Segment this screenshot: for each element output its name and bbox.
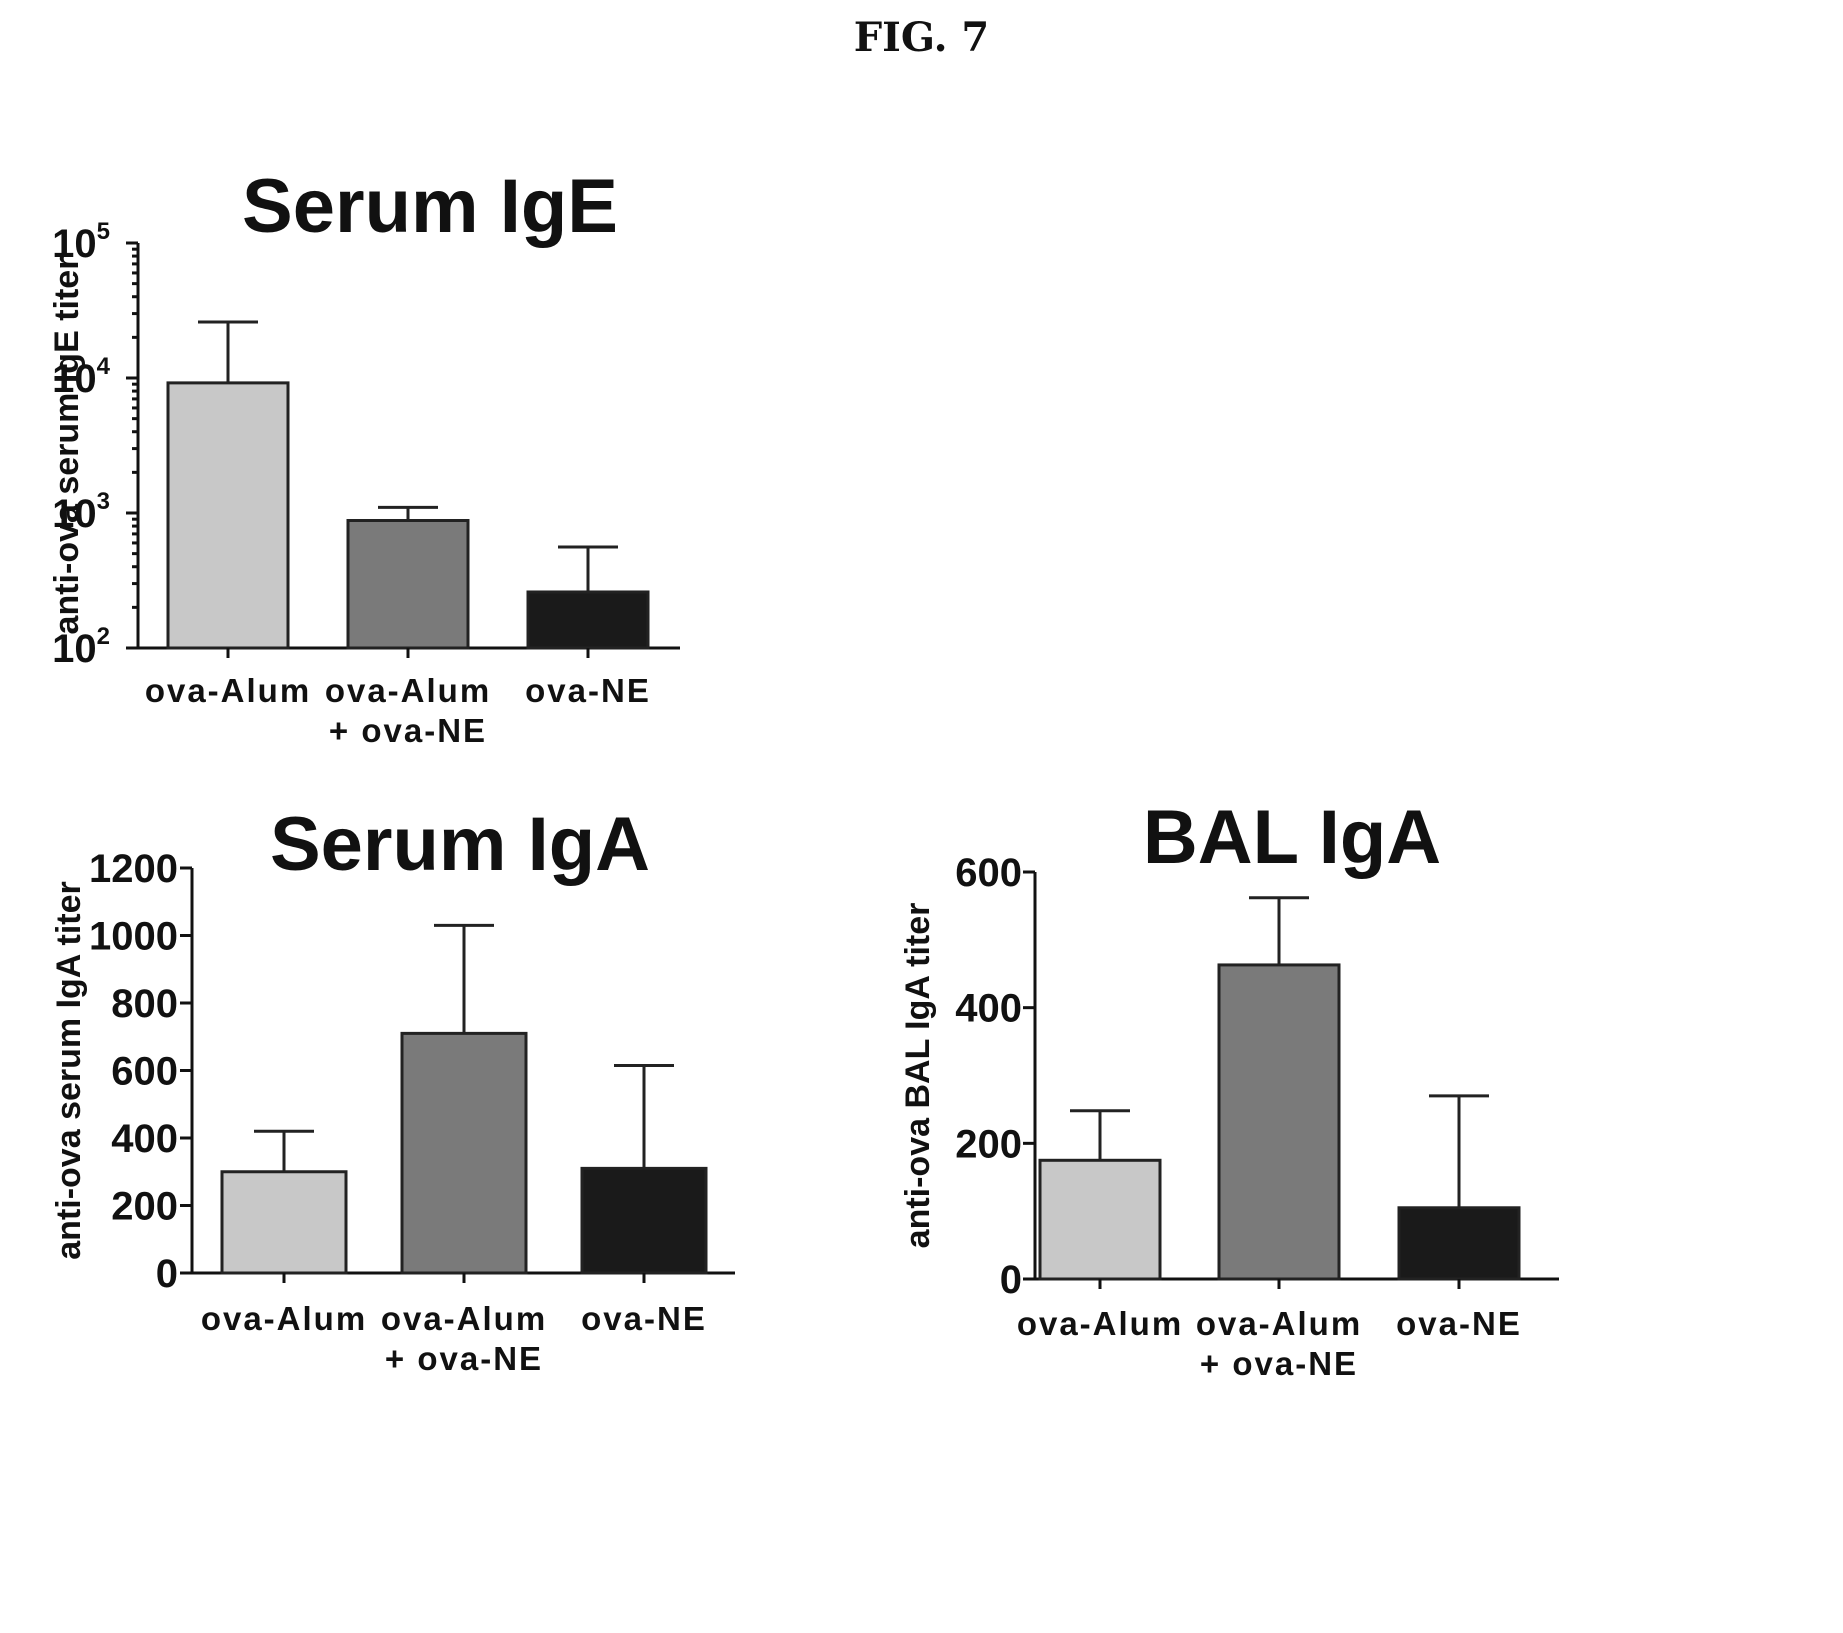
y-axis-label: anti-ova serum IgE titer [48, 257, 86, 635]
x-tick-label: + ova-NE [385, 1340, 543, 1377]
chart-title: BAL IgA [1143, 795, 1441, 880]
y-tick-label: 200 [111, 1185, 178, 1229]
x-tick-label: ova-Alum [1017, 1305, 1183, 1342]
chart-title: Serum IgE [242, 164, 618, 249]
figure-title: FIG. 7 [853, 14, 990, 61]
y-tick-label: 600 [111, 1050, 178, 1094]
y-tick-label: 0 [156, 1252, 178, 1296]
y-tick-label: 102 [52, 623, 110, 671]
bar [580, 1166, 708, 1275]
y-tick-label: 1200 [89, 847, 178, 891]
y-tick-label: 104 [52, 353, 111, 401]
y-tick-label: 0 [1000, 1258, 1022, 1302]
x-tick-label: ova-Alum [1196, 1305, 1362, 1342]
chart-bal-iga: BAL IgA anti-ova BAL IgA titer 0 200 400 600 o… [899, 795, 1559, 1382]
chart-serum-iga: Serum IgA anti-ova serum IgA titer 0 200 400… [50, 802, 735, 1377]
y-tick-label: 200 [955, 1122, 1022, 1166]
x-tick-label: ova-NE [525, 672, 651, 709]
chart-title: Serum IgA [270, 802, 650, 887]
y-tick-label: 800 [111, 982, 178, 1026]
bar [166, 381, 290, 650]
y-tick-label: 400 [955, 987, 1022, 1031]
bar [220, 1170, 348, 1275]
y-axis-label: anti-ova serum IgA titer [50, 881, 88, 1259]
bar [346, 518, 470, 650]
bar [1217, 963, 1341, 1281]
bar [526, 590, 650, 650]
x-tick-label: ova-Alum [325, 672, 491, 709]
y-tick-label: 103 [52, 488, 110, 536]
x-tick-label: ova-NE [1396, 1305, 1522, 1342]
y-tick-label: 1000 [89, 915, 178, 959]
x-tick-label: ova-Alum [145, 672, 311, 709]
y-tick-label: 105 [52, 218, 110, 266]
y-axis-label: anti-ova BAL IgA titer [899, 903, 937, 1249]
y-tick-label: 600 [955, 851, 1022, 895]
x-tick-label: ova-Alum [201, 1300, 367, 1337]
x-tick-label: ova-Alum [381, 1300, 547, 1337]
bar [1397, 1206, 1521, 1281]
bar [400, 1031, 528, 1275]
x-tick-label: + ova-NE [329, 712, 487, 749]
x-tick-label: ova-NE [581, 1300, 707, 1337]
bar [1038, 1158, 1162, 1281]
y-tick-label: 400 [111, 1117, 178, 1161]
x-tick-label: + ova-NE [1200, 1345, 1358, 1382]
